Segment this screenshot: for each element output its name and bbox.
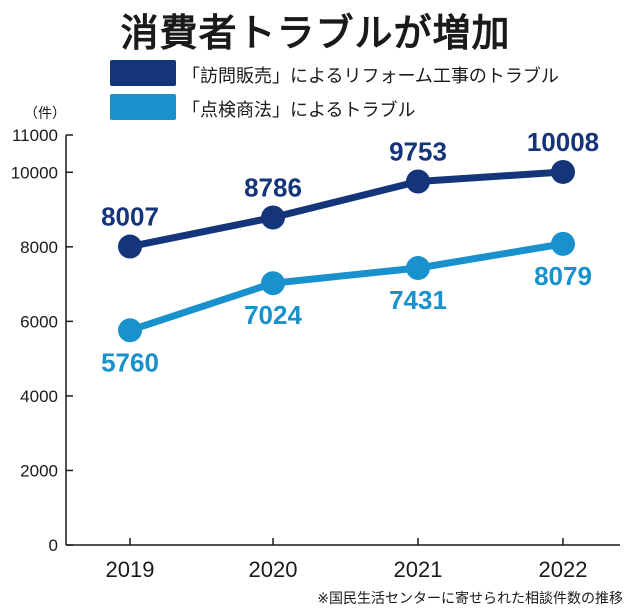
data-label: 7431 (389, 285, 447, 315)
x-tick-label: 2020 (249, 557, 298, 582)
data-point (118, 318, 142, 343)
data-label: 7024 (244, 300, 302, 330)
legend-swatch-inspection-scam (110, 94, 176, 120)
y-tick-label: 2000 (20, 461, 58, 480)
x-tick-label: 2022 (539, 557, 588, 582)
data-point (406, 169, 430, 194)
data-label: 10008 (527, 127, 599, 157)
y-tick-label: 8000 (20, 238, 58, 257)
y-tick-label: 0 (49, 536, 58, 555)
data-point (261, 205, 285, 230)
source-footnote: ※国民生活センターに寄せられた相談件数の推移 (317, 591, 623, 607)
y-tick-label: 10000 (11, 163, 58, 182)
data-point (551, 159, 575, 184)
data-label: 9753 (389, 136, 447, 166)
y-tick-label: 11000 (12, 126, 58, 145)
data-label: 8786 (244, 173, 302, 203)
data-point (406, 256, 430, 281)
chart-title: 消費者トラブルが増加 (120, 11, 511, 55)
y-tick-label: 6000 (20, 312, 58, 331)
y-tick-label: 4000 (20, 387, 58, 406)
legend-swatch-door-to-door (110, 60, 176, 86)
data-label: 5760 (101, 347, 159, 377)
data-point (261, 271, 285, 296)
x-tick-label: 2019 (106, 557, 155, 582)
legend-label-door-to-door: 「訪問販売」によるリフォーム工事のトラブル (182, 66, 559, 87)
data-point (118, 234, 142, 259)
series-line-0 (126, 168, 567, 251)
y-axis-unit-label: （件） (24, 106, 66, 122)
data-label: 8079 (534, 261, 592, 291)
data-label: 8007 (101, 202, 159, 232)
x-tick-label: 2021 (394, 557, 443, 582)
series-line-1 (126, 240, 567, 334)
data-point (551, 231, 575, 256)
legend-label-inspection-scam: 「点検商法」によるトラブル (182, 100, 416, 121)
